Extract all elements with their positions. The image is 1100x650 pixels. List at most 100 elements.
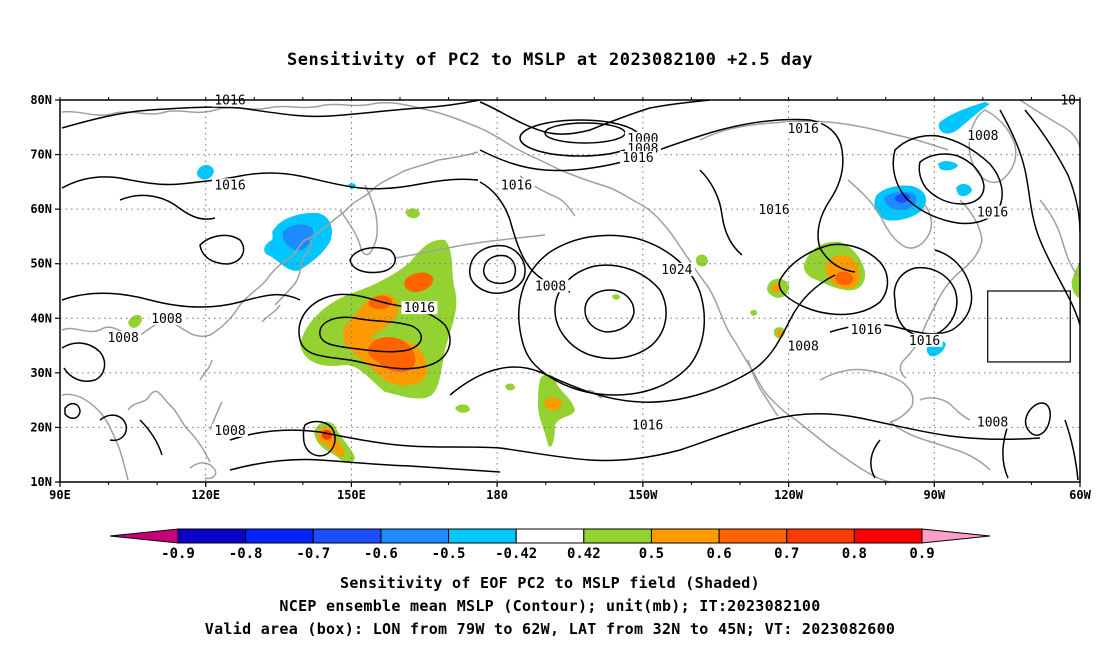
contour-label: 1016 xyxy=(214,94,245,109)
isobar xyxy=(61,172,479,190)
lat-tick-label: 70N xyxy=(30,148,52,162)
coastline xyxy=(1019,100,1080,149)
coastline xyxy=(189,462,217,480)
caption-line-2: NCEP ensemble mean MSLP (Contour); unit(… xyxy=(279,597,821,615)
coastline xyxy=(699,120,949,151)
contour-label: 1016 xyxy=(977,206,1008,221)
isobar xyxy=(1024,402,1051,436)
positive-sensitivity-region xyxy=(368,295,393,310)
coastline xyxy=(889,421,991,471)
isobar xyxy=(479,118,843,172)
isobar xyxy=(64,402,81,419)
map-title: Sensitivity of PC2 to MSLP at 2023082100… xyxy=(286,50,813,70)
contour-label: 1016 xyxy=(404,301,435,316)
positive-sensitivity-region xyxy=(538,374,575,447)
sensitivity-shading xyxy=(128,102,1080,463)
contour-label-bg xyxy=(964,129,1001,143)
coastline xyxy=(819,368,914,423)
coastline xyxy=(394,234,546,259)
isobar xyxy=(61,100,481,129)
isobar xyxy=(778,243,889,316)
coastline xyxy=(61,101,516,149)
isobar xyxy=(61,292,301,308)
isobar xyxy=(99,414,128,442)
coastline xyxy=(127,390,211,463)
isobar xyxy=(999,109,1080,326)
colorbar-segment xyxy=(380,528,450,544)
lat-tick-label: 10N xyxy=(30,475,52,489)
isobar xyxy=(229,413,1041,462)
contour-label: 1016 xyxy=(622,151,653,166)
isobar xyxy=(518,234,706,396)
positive-sensitivity-region xyxy=(367,337,416,373)
coastline xyxy=(1039,199,1079,277)
positive-sensitivity-region xyxy=(696,254,708,267)
contour-label: 10 xyxy=(1060,94,1076,109)
colorbar-segment xyxy=(583,528,652,544)
contour-label-bg xyxy=(212,178,248,192)
caption-line-1: Sensitivity of EOF PC2 to MSLP field (Sh… xyxy=(340,574,760,592)
lat-tick-label: 30N xyxy=(30,366,52,380)
lat-tick-label: 20N xyxy=(30,420,52,434)
contour-label-bg xyxy=(756,202,792,216)
colorbar-high-end xyxy=(921,528,991,544)
contour-label: 1024 xyxy=(661,263,692,278)
coastline xyxy=(587,389,603,399)
lon-tick-label: 180 xyxy=(486,488,508,502)
contour-label: 1008 xyxy=(535,279,566,294)
coastline xyxy=(919,397,971,421)
lat-tick-label: 50N xyxy=(30,257,52,271)
coastline xyxy=(847,179,933,249)
coastline xyxy=(339,184,378,256)
contour-label: 1008 xyxy=(214,424,245,439)
colorbar-segment xyxy=(448,528,517,544)
isobar xyxy=(229,458,501,473)
lat-tick-label: 40N xyxy=(30,311,52,325)
isobar xyxy=(482,254,517,285)
isobar xyxy=(554,264,667,360)
coastline xyxy=(261,304,281,323)
contour-label: 1008 xyxy=(107,331,138,346)
colorbar-segment xyxy=(245,528,314,544)
contour-label: 1008 xyxy=(977,416,1008,431)
isobar xyxy=(119,194,216,220)
positive-sensitivity-region xyxy=(612,294,620,300)
contour-label-bg xyxy=(658,262,695,276)
contour-label: 1016 xyxy=(909,334,940,349)
isobar xyxy=(298,293,451,370)
contour-label: 1016 xyxy=(758,203,789,218)
coastline xyxy=(61,151,479,337)
mslp-contours xyxy=(61,100,1080,481)
colorbar-label: -0.6 xyxy=(364,546,398,562)
isobar xyxy=(139,419,163,456)
colorbar-label: 0.7 xyxy=(774,546,799,562)
isobar xyxy=(544,122,626,144)
negative-sensitivity-region xyxy=(894,193,910,203)
contour-label-bg xyxy=(785,339,822,353)
isobar xyxy=(1024,109,1080,233)
positive-sensitivity-region xyxy=(405,208,420,219)
contour-label: 1016 xyxy=(501,178,532,193)
contour-label-bg xyxy=(624,131,661,145)
isobar xyxy=(1064,419,1079,481)
colorbar-label: -0.7 xyxy=(296,546,330,562)
colorbar-segment xyxy=(650,528,720,544)
colorbar-label: 0.42 xyxy=(567,546,601,562)
colorbar-segment xyxy=(853,528,923,544)
positive-sensitivity-region xyxy=(404,272,434,293)
isobar xyxy=(893,266,958,337)
contour-label: 1008 xyxy=(787,339,818,354)
positive-sensitivity-region xyxy=(1071,261,1080,299)
positive-sensitivity-region xyxy=(128,314,142,328)
lon-tick-label: 90W xyxy=(923,488,945,502)
contour-label-bg xyxy=(974,415,1011,429)
contour-label-bg xyxy=(620,151,656,165)
isobar xyxy=(199,234,245,265)
isobar xyxy=(302,420,336,457)
contour-label-bg xyxy=(848,322,885,336)
contour-label-bg xyxy=(785,122,822,136)
contour-label: 1016 xyxy=(851,323,882,338)
positive-sensitivity-region xyxy=(544,397,562,411)
